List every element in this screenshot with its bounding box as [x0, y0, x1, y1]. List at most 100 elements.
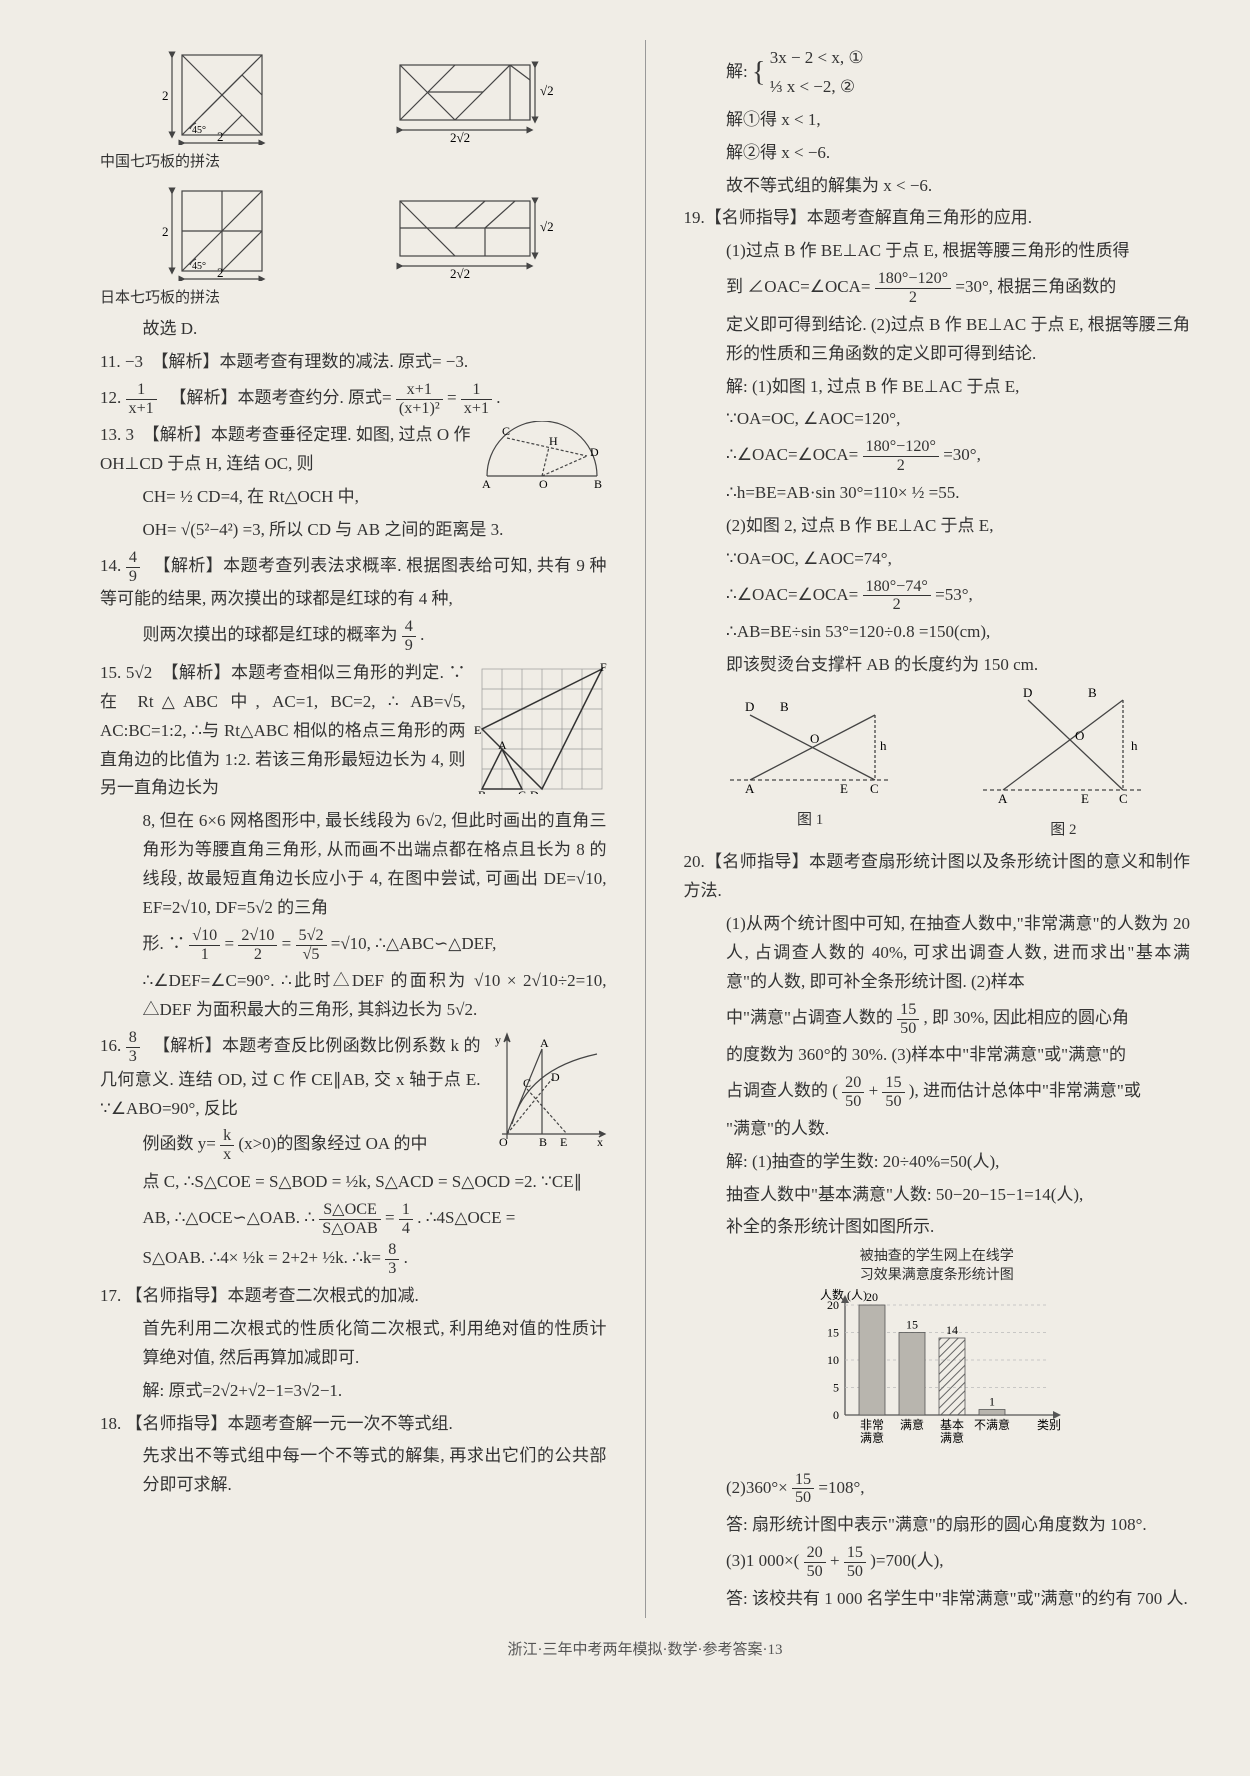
q16: A C D O E B x y 16. 83 【解析】本题考查反比例函数比例系数… — [100, 1029, 607, 1123]
f15-e: E — [474, 723, 481, 737]
q16-l5: S△OAB. ∴4× ½k = 2+2+ ½k. ∴k= 83 . — [100, 1241, 607, 1278]
svg-text:10: 10 — [827, 1353, 839, 1367]
q20-e: 的度数为 360°的 30%. (3)样本中"非常满意"或"满意"的 — [684, 1041, 1191, 1070]
q20-l: 补全的条形统计图如图所示. — [684, 1213, 1191, 1242]
column-divider — [645, 40, 646, 1618]
f16-x: x — [597, 1135, 603, 1149]
q14-a: 14. — [100, 556, 126, 575]
lbl-h: H — [549, 434, 558, 448]
q12-c: = — [447, 388, 461, 407]
f15-f: F — [600, 660, 607, 674]
svg-text:满意: 满意 — [940, 1430, 964, 1445]
svg-text:h: h — [880, 738, 887, 753]
f16-a: A — [540, 1036, 549, 1050]
r1: 解①得 x < 1, — [684, 106, 1191, 135]
q20-k: 抽查人数中"基本满意"人数: 50−20−15−1=14(人), — [684, 1181, 1191, 1210]
f15-c: C — [518, 788, 526, 794]
q15-b: 8, 但在 6×6 网格图形中, 最长线段为 6√2, 但此时画出的直角三角形为… — [100, 807, 607, 923]
svg-text:E: E — [1081, 791, 1089, 806]
q19-a: 19.【名师指导】本题考查解直角三角形的应用. — [684, 204, 1191, 233]
q19-h: ∴∠OAC=∠OCA= 180°−120°2 =30°, — [684, 438, 1191, 475]
svg-text:1: 1 — [989, 1394, 995, 1408]
f16-b: B — [539, 1135, 547, 1149]
q15: E F A B D C 15. 5√2 【解析】本题考查相似三角形的判定. ∵ … — [100, 659, 607, 803]
svg-text:O: O — [810, 731, 819, 746]
svg-text:A: A — [745, 781, 755, 796]
fig15: E F A B D C — [472, 659, 607, 804]
svg-text:类别: 类别 — [1037, 1418, 1061, 1432]
ang45: 45° — [192, 125, 206, 136]
lbl-a: A — [482, 477, 491, 491]
q12-a: 12. — [100, 388, 126, 407]
q15-a: 15. 5√2 【解析】本题考查相似三角形的判定. ∵ 在 Rt△ABC 中, … — [100, 663, 466, 798]
f16-e: E — [560, 1135, 567, 1149]
q20-i: "满意"的人数. — [684, 1115, 1191, 1144]
q14-c: 则两次摸出的球都是红球的概率为 49 . — [100, 618, 607, 655]
lbl-c: C — [502, 424, 510, 438]
sys-2: ⅓ x < −2, ② — [770, 73, 864, 102]
q19-g: ∵OA=OC, ∠AOC=120°, — [684, 405, 1191, 434]
fig16: A C D O E B x y — [487, 1029, 607, 1159]
right-column: 解: { 3x − 2 < x, ① ⅓ x < −2, ② 解①得 x < 1… — [684, 40, 1191, 1618]
q11: 11. −3 【解析】本题考查有理数的减法. 原式= −3. — [100, 348, 607, 377]
f15-a: A — [498, 738, 507, 752]
chart-title-1: 被抽查的学生网上在线学 — [684, 1248, 1191, 1266]
brace-icon: { — [752, 57, 765, 88]
q15-d: ∴∠DEF=∠C=90°. ∴此时△DEF 的面积为 √10 × 2√10÷2=… — [100, 967, 607, 1025]
lbl-d: D — [590, 445, 599, 459]
q19-j: ∴h=BE=AB·sin 30°=110× ½ =55. — [684, 479, 1191, 508]
svg-text:非常: 非常 — [860, 1418, 884, 1432]
tangram-cn-1: 2 2 45° — [152, 45, 282, 145]
q12-d: . — [496, 388, 500, 407]
q20-c: 中"满意"占调查人数的 1550 , 即 30%, 因此相应的圆心角 — [684, 1001, 1191, 1038]
q13: C H D A O B 13. 3 【解析】本题考查垂径定理. 如图, 过点 O… — [100, 421, 607, 479]
svg-text:20: 20 — [827, 1298, 839, 1312]
ang45b: 45° — [192, 261, 206, 272]
q18-b: 先求出不等式组中每一个不等式的解集, 再求出它们的公共部分即可求解. — [100, 1442, 607, 1500]
svg-text:基本: 基本 — [940, 1418, 964, 1432]
tangram-jp-2: √2 2√2 — [385, 181, 555, 281]
q19-e: 定义即可得到结论. (2)过点 B 作 BE⊥AC 于点 E, 根据等腰三角形的… — [684, 311, 1191, 369]
q17-c: 解: 原式=2√2+√2−1=3√2−1. — [100, 1377, 607, 1406]
f15-b: B — [478, 788, 486, 794]
q13-c: OH= √(5²−4²) =3, 所以 CD 与 AB 之间的距离是 3. — [100, 516, 607, 545]
q20-a: 20.【名师指导】本题考查扇形统计图以及条形统计图的意义和制作方法. — [684, 848, 1191, 906]
lbl-o: O — [539, 477, 548, 491]
svg-text:5: 5 — [833, 1380, 839, 1394]
tangram-cn-2: √2 2√2 — [385, 45, 555, 145]
sys-block: 解: { 3x − 2 < x, ① ⅓ x < −2, ② — [684, 44, 1191, 102]
q12-frac3: 1x+1 — [461, 381, 492, 418]
f16-o: O — [499, 1135, 508, 1149]
dim-2: 2 — [162, 88, 169, 103]
dim-2d: 2 — [217, 265, 224, 280]
svg-text:A: A — [998, 791, 1008, 806]
q18-a: 18. 【名师指导】本题考查解一元一次不等式组. — [100, 1410, 607, 1439]
q20-m: (2)360°× 1550 =108°, — [684, 1471, 1191, 1508]
f15-d: D — [530, 788, 539, 794]
lbl-b: B — [594, 477, 602, 491]
q16-f1: 83 — [126, 1029, 140, 1066]
q14-f1: 49 — [126, 549, 140, 586]
q14-f2: 49 — [402, 618, 416, 655]
r2: 解②得 x < −6. — [684, 139, 1191, 168]
q17-b: 首先利用二次根式的性质化简二次根式, 利用绝对值的性质计算绝对值, 然后再算加减… — [100, 1315, 607, 1373]
q19-p: 即该熨烫台支撑杆 AB 的长度约为 150 cm. — [684, 651, 1191, 680]
dim-2sqrt2b: 2√2 — [450, 266, 470, 281]
q19-b: (1)过点 B 作 BE⊥AC 于点 E, 根据等腰三角形的性质得 — [684, 237, 1191, 266]
q19-m: ∴∠OAC=∠OCA= 180°−74°2 =53°, — [684, 578, 1191, 615]
q20-s: 答: 该校共有 1 000 名学生中"非常满意"或"满意"的约有 700 人. — [684, 1585, 1191, 1614]
dim-2c: 2 — [162, 224, 169, 239]
q13-a: 13. 3 【解析】本题考查垂径定理. 如图, 过点 O 作 OH⊥CD 于点 … — [100, 425, 471, 473]
dim-2sqrt2: 2√2 — [450, 130, 470, 145]
q14: 14. 49 【解析】本题考查列表法求概率. 根据图表给可知, 共有 9 种等可… — [100, 549, 607, 614]
q20-b: (1)从两个统计图中可知, 在抽查人数中,"非常满意"的人数为 20 人, 占调… — [684, 910, 1191, 997]
q16-l4: AB, ∴△OCE∽△OAB. ∴ S△OCES△OAB = 14 . ∴4S△… — [100, 1201, 607, 1238]
q12-frac1: 1x+1 — [126, 381, 157, 418]
q20-f: 占调查人数的 ( 2050 + 1550 ), 进而估计总体中"非常满意"或 — [684, 1074, 1191, 1111]
f16-d: D — [551, 1070, 560, 1084]
q20-j: 解: (1)抽查的学生数: 20÷40%=50(人), — [684, 1148, 1191, 1177]
svg-text:C: C — [870, 781, 879, 796]
tangram-row-jp: 2 2 45° √2 — [100, 181, 607, 281]
q16-l3: 点 C, ∴S△COE = S△BOD = ½k, S△ACD = S△OCD … — [100, 1168, 607, 1197]
q19-c: 到 ∠OAC=∠OCA= 180°−120°2 =30°, 根据三角函数的 — [684, 270, 1191, 307]
